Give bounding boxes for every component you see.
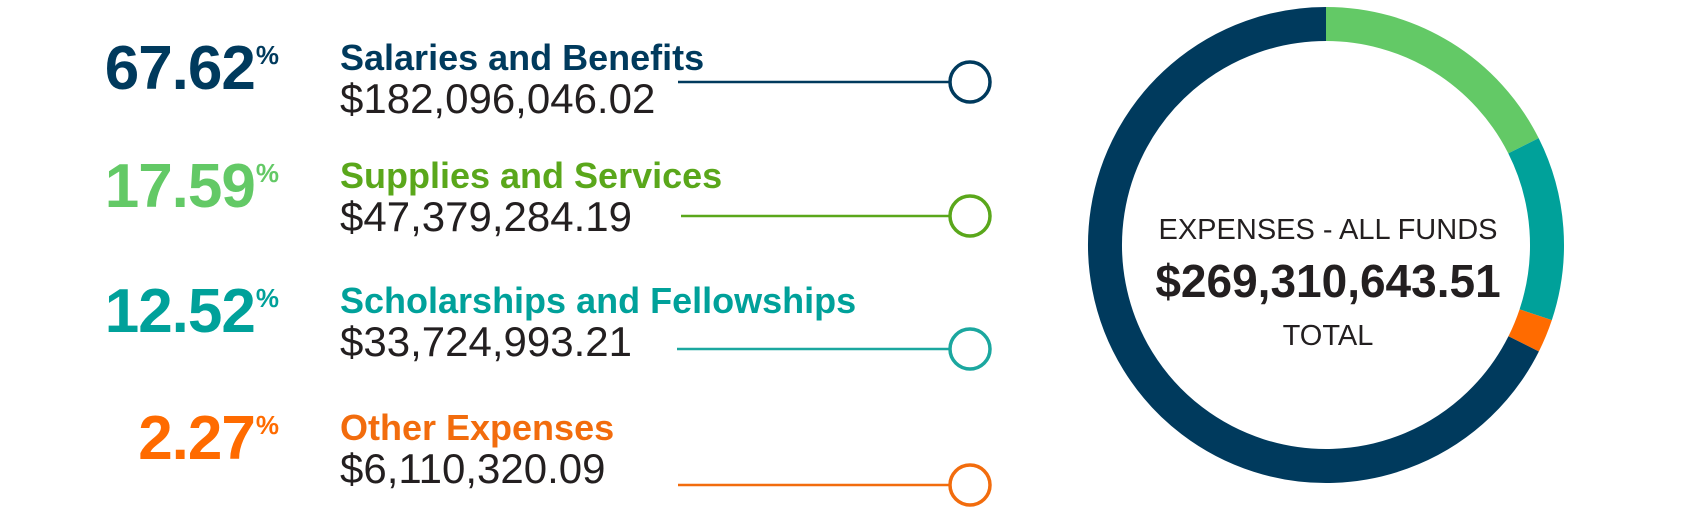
category-amount-other-expenses: $6,110,320.09	[340, 445, 606, 492]
circle-marker-salaries-and-benefits	[948, 60, 992, 104]
percent-label-salaries-and-benefits: 67.62%	[105, 38, 279, 100]
percent-value: 17.59	[104, 152, 256, 221]
percent-label-other-expenses: 2.27%	[138, 408, 279, 470]
percent-symbol: %	[255, 40, 279, 70]
percent-symbol: %	[255, 158, 279, 188]
donut-slice-other-expenses	[1508, 309, 1552, 352]
category-label-scholarships-and-fellowships: Scholarships and Fellowships	[340, 280, 857, 321]
circle-marker-scholarships-and-fellowships	[948, 327, 992, 371]
percent-label-scholarships-and-fellowships: 12.52%	[105, 281, 279, 343]
circle-marker-supplies-and-services	[948, 194, 992, 238]
category-amount-supplies-and-services: $47,379,284.19	[340, 193, 632, 240]
donut-slice-salaries-and-benefits	[1088, 7, 1539, 483]
donut-center-title: EXPENSES - ALL FUNDS	[1158, 214, 1498, 246]
percent-label-supplies-and-services: 17.59%	[105, 156, 279, 218]
category-label-supplies-and-services: Supplies and Services	[340, 155, 723, 196]
percent-symbol: %	[255, 283, 279, 313]
category-label-salaries-and-benefits: Salaries and Benefits	[340, 37, 705, 78]
percent-value: 12.52	[104, 277, 256, 346]
donut-slice-supplies-and-services	[1325, 7, 1539, 154]
percent-value: 2.27	[138, 404, 256, 473]
circle-marker-other-expenses	[948, 463, 992, 507]
donut-center-total: $269,310,643.51	[1155, 255, 1501, 307]
category-amount-salaries-and-benefits: $182,096,046.02	[340, 75, 656, 122]
percent-value: 67.62	[104, 34, 256, 103]
category-label-other-expenses: Other Expenses	[340, 407, 615, 448]
percent-symbol: %	[255, 410, 279, 440]
donut-center-subtitle: TOTAL	[1282, 320, 1374, 352]
donut-slice-scholarships-and-fellowships	[1508, 138, 1564, 321]
category-amount-scholarships-and-fellowships: $33,724,993.21	[340, 318, 632, 365]
